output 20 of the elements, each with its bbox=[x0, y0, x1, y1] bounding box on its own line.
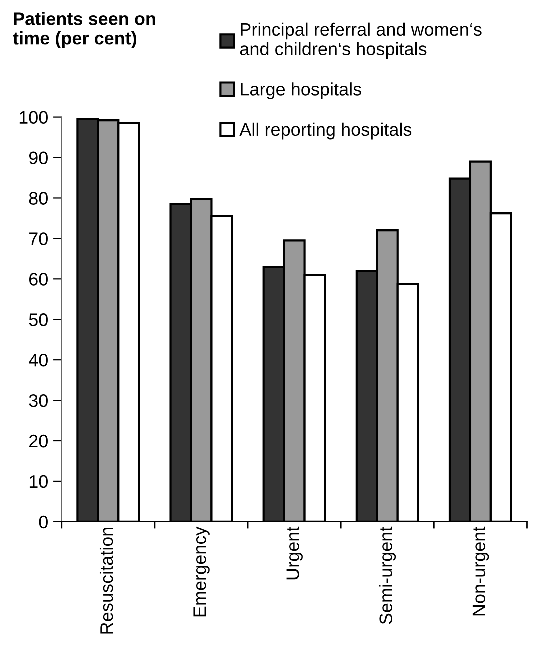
legend-label: Principal referral and women‘s and children‘s hospitals bbox=[240, 22, 482, 60]
y-tick-label: 0 bbox=[39, 516, 48, 529]
x-tick-label: Resuscitation bbox=[100, 528, 114, 634]
y-axis-title: Patients seen on time (per cent) bbox=[13, 12, 156, 48]
x-tick-label: Non-urgent bbox=[472, 526, 490, 616]
x-tick-label: Semi-urgent bbox=[379, 526, 396, 624]
y-tick-label: 30 bbox=[29, 394, 48, 408]
y-tick-label: 100 bbox=[20, 111, 48, 124]
y-tick-label: 70 bbox=[30, 232, 48, 246]
legend-label: Large hospitals bbox=[241, 82, 362, 100]
y-tick-label: 80 bbox=[29, 192, 48, 205]
x-tick-label: Emergency bbox=[194, 526, 210, 617]
y-tick-label: 40 bbox=[29, 354, 48, 367]
y-tick-label: 60 bbox=[30, 273, 48, 286]
legend-label: All reporting hospitals bbox=[240, 122, 412, 140]
y-tick-label: 10 bbox=[30, 475, 48, 488]
x-tick-label: Urgent bbox=[286, 526, 303, 580]
y-tick-label: 50 bbox=[29, 314, 48, 326]
y-tick-label: 90 bbox=[29, 152, 48, 164]
y-tick-label: 20 bbox=[30, 434, 48, 448]
